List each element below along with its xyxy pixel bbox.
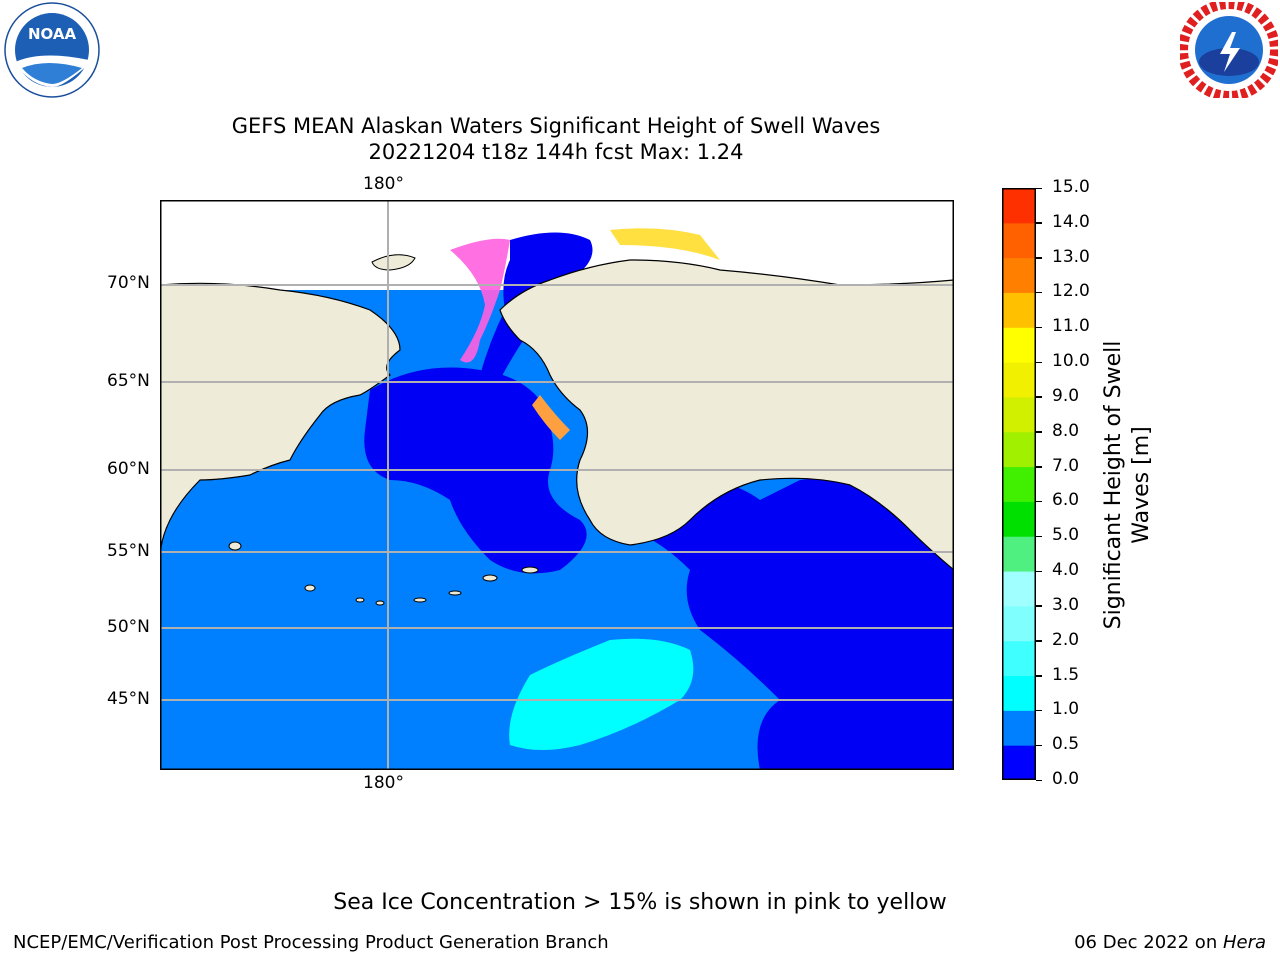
colorbar-label-line1: Significant Height of Swell <box>1101 340 1126 630</box>
colorbar-tick-mark <box>1036 466 1042 468</box>
colorbar-segment <box>1002 188 1036 224</box>
land-alaska <box>499 259 954 571</box>
ocean-light-patch <box>509 638 694 750</box>
colorbar-tick-mark <box>1036 326 1042 329</box>
sea-ice-orange <box>532 395 570 440</box>
lat-label-55: 55°N <box>107 541 150 561</box>
colorbar-segment <box>1002 257 1036 293</box>
chart-title-line2: 20221204 t18z 144h fcst Max: 1.24 <box>368 140 744 164</box>
noaa-logo-text: NOAA <box>28 25 77 43</box>
footer-right: 06 Dec 2022 on Hera <box>1074 932 1266 953</box>
land-wrangel-island <box>371 254 416 271</box>
nws-logo <box>1180 2 1278 98</box>
colorbar-label-line2: Waves [m] <box>1129 426 1154 544</box>
colorbar-tick-label: 1.5 <box>1052 664 1080 685</box>
colorbar-tick-mark <box>1036 396 1042 398</box>
colorbar-tick-label: 14.0 <box>1052 211 1090 232</box>
colorbar-tick-mark <box>1036 361 1042 364</box>
graticule <box>160 200 954 770</box>
colorbar-tick-label: 11.0 <box>1052 316 1090 337</box>
footer-date: 06 Dec 2022 on <box>1074 932 1223 953</box>
colorbar-segment <box>1002 710 1036 746</box>
colorbar-segment <box>1002 745 1036 780</box>
land-aleutians <box>228 541 539 606</box>
colorbar-tick-label: 13.0 <box>1052 246 1090 267</box>
lat-label-50: 50°N <box>107 617 150 637</box>
colorbar-segment <box>1002 501 1036 537</box>
map-panel <box>160 200 954 770</box>
lat-label-65: 65°N <box>107 371 150 391</box>
lat-label-45: 45°N <box>107 689 150 709</box>
colorbar-segment <box>1002 292 1036 328</box>
colorbar-tick-label: 10.0 <box>1052 351 1090 372</box>
colorbar <box>1002 188 1036 780</box>
colorbar-tick-mark <box>1036 605 1042 607</box>
colorbar-segment <box>1002 536 1036 572</box>
colorbar-tick-mark <box>1036 535 1042 538</box>
colorbar-tick-label: 1.0 <box>1052 699 1080 720</box>
colorbar-tick-label: 9.0 <box>1052 385 1080 406</box>
colorbar-segment <box>1002 675 1036 711</box>
colorbar-segment <box>1002 571 1036 607</box>
colorbar-tick-label: 6.0 <box>1052 490 1080 511</box>
colorbar-segment <box>1002 327 1036 363</box>
noaa-logo: NOAA <box>4 2 100 98</box>
colorbar-tick-label: 7.0 <box>1052 455 1080 476</box>
sea-ice-yellow <box>610 228 720 260</box>
colorbar-tick-label: 2.0 <box>1052 629 1080 650</box>
colorbar-tick-label: 3.0 <box>1052 594 1080 615</box>
colorbar-tick-mark <box>1036 222 1042 224</box>
colorbar-segment <box>1002 396 1036 433</box>
lon-label-top: 180° <box>363 174 404 194</box>
colorbar-tick-label: 0.0 <box>1052 769 1080 789</box>
colorbar-tick-label: 15.0 <box>1052 177 1090 197</box>
colorbar-tick-label: 0.5 <box>1052 734 1080 755</box>
colorbar-segment <box>1002 362 1036 398</box>
sea-ice-note: Sea Ice Concentration > 15% is shown in … <box>333 890 947 915</box>
lat-label-70: 70°N <box>107 273 150 293</box>
colorbar-tick-mark <box>1036 744 1042 747</box>
colorbar-segment <box>1002 640 1036 677</box>
colorbar-tick-mark <box>1036 675 1042 677</box>
colorbar-tick-mark <box>1036 187 1042 189</box>
chart-title-line1: GEFS MEAN Alaskan Waters Significant Hei… <box>231 114 881 138</box>
colorbar-tick-label: 4.0 <box>1052 560 1080 581</box>
footer-left: NCEP/EMC/Verification Post Processing Pr… <box>13 932 609 953</box>
colorbar-segment <box>1002 222 1036 259</box>
colorbar-segment <box>1002 466 1036 502</box>
colorbar-segment <box>1002 431 1036 468</box>
colorbar-segment <box>1002 605 1036 642</box>
land-siberia <box>160 282 401 561</box>
colorbar-tick-label: 8.0 <box>1052 420 1080 441</box>
colorbar-tick-mark <box>1036 257 1042 259</box>
footer-host: Hera <box>1222 932 1266 953</box>
colorbar-tick-mark <box>1036 640 1042 642</box>
colorbar-tick-mark <box>1036 500 1042 503</box>
colorbar-tick-mark <box>1036 709 1042 712</box>
ocean-dark-gulf <box>630 477 954 770</box>
colorbar-tick-mark <box>1036 291 1042 294</box>
colorbar-tick-label: 5.0 <box>1052 525 1080 546</box>
colorbar-tick-mark <box>1036 570 1042 573</box>
colorbar-tick-label: 12.0 <box>1052 281 1090 302</box>
colorbar-tick-mark <box>1036 779 1042 781</box>
lat-label-60: 60°N <box>107 459 150 479</box>
sea-ice-pink <box>450 238 510 363</box>
lon-label-bottom: 180° <box>363 773 404 793</box>
colorbar-tick-mark <box>1036 431 1042 433</box>
